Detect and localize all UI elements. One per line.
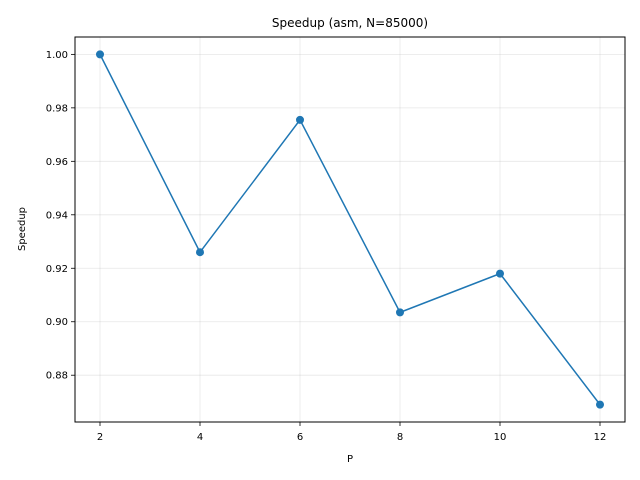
x-tick-label: 10 <box>494 432 507 443</box>
y-tick-label: 0.98 <box>46 103 68 114</box>
series-line <box>99 54 601 406</box>
data-point <box>496 269 504 278</box>
y-tick-label: 0.96 <box>46 157 68 168</box>
y-tick-label: 0.90 <box>46 317 68 328</box>
x-tick-label: 4 <box>197 432 203 443</box>
y-tick-label: 0.92 <box>46 264 68 275</box>
chart-title: Speedup (asm, N=85000) <box>272 16 428 30</box>
x-axis: 2 4 6 8 10 12 <box>97 422 607 443</box>
data-point <box>396 308 404 317</box>
y-tick-label: 0.94 <box>46 210 68 221</box>
y-axis-label: Speedup <box>17 207 28 251</box>
data-point <box>296 115 304 124</box>
plot-area-frame <box>74 36 626 423</box>
y-tick-label: 1.00 <box>46 50 68 61</box>
grid <box>75 37 625 422</box>
y-axis: 0.88 0.90 0.92 0.94 0.96 0.98 1.00 <box>46 50 75 382</box>
x-tick-label: 6 <box>297 432 303 443</box>
x-tick-label: 8 <box>397 432 403 443</box>
y-tick-label: 0.88 <box>46 371 68 382</box>
x-axis-label: P <box>347 454 353 465</box>
data-point <box>96 50 104 59</box>
data-point <box>596 400 604 409</box>
x-tick-label: 12 <box>594 432 607 443</box>
x-tick-label: 2 <box>97 432 103 443</box>
series-speedup <box>96 50 604 409</box>
data-point <box>196 248 204 257</box>
